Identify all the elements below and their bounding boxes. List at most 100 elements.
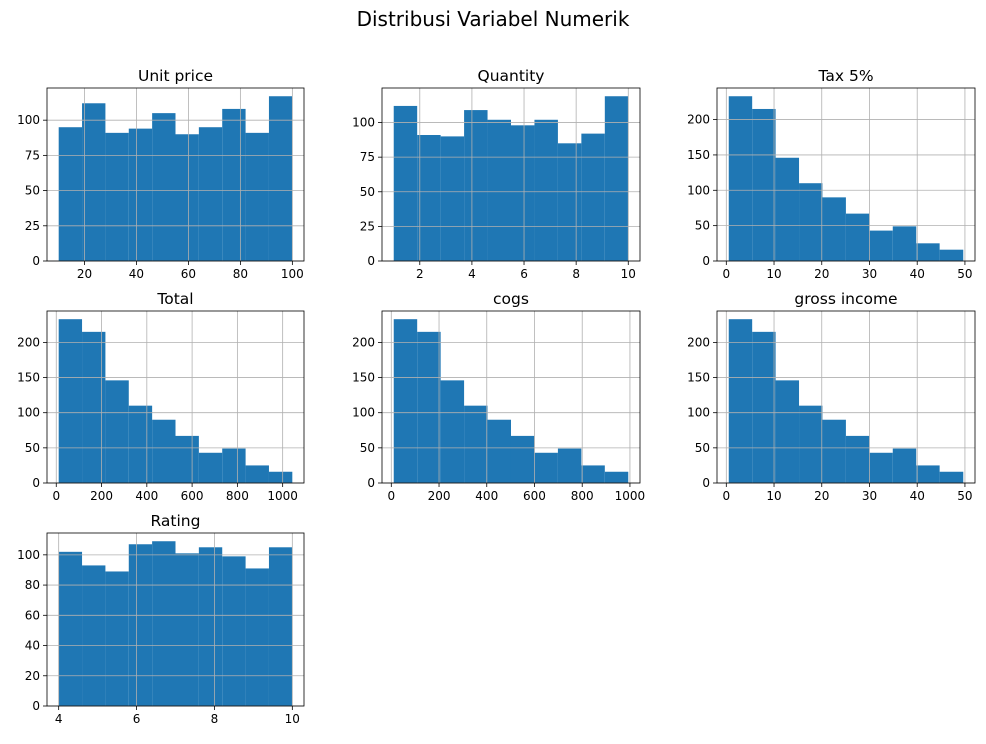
histogram-bar [534, 119, 558, 261]
x-tick-label: 2 [416, 267, 424, 281]
y-tick-label: 50 [25, 441, 40, 455]
y-tick-label: 100 [352, 406, 375, 420]
y-tick-label: 0 [32, 254, 40, 268]
histogram-bar [58, 127, 83, 261]
x-tick-label: 40 [910, 267, 925, 281]
y-tick-label: 60 [25, 608, 40, 622]
y-tick-label: 25 [360, 219, 375, 233]
y-tick-label: 100 [17, 548, 40, 562]
histogram-bar [152, 113, 176, 261]
y-tick-label: 200 [17, 335, 40, 349]
y-tick-label: 50 [360, 185, 375, 199]
histogram-bar [82, 331, 106, 483]
y-tick-label: 50 [360, 441, 375, 455]
x-tick-label: 10 [766, 489, 781, 503]
x-tick-label: 0 [722, 489, 730, 503]
x-tick-label: 100 [281, 267, 304, 281]
y-tick-label: 25 [25, 219, 40, 233]
histogram-bar [869, 230, 893, 261]
histogram-bar [534, 452, 558, 483]
histogram-bar [845, 213, 870, 261]
histogram-bar [939, 471, 964, 483]
subplot-title: Tax 5% [817, 67, 873, 85]
y-tick-label: 80 [25, 578, 40, 592]
histogram-bar [268, 96, 293, 261]
axes-frame [381, 87, 641, 262]
histogram-bar [175, 134, 199, 261]
y-tick-label: 40 [25, 639, 40, 653]
subplot-title: Unit price [138, 67, 213, 85]
x-tick-label: 200 [90, 489, 113, 503]
x-tick-label: 6 [133, 712, 141, 726]
y-tick-label: 150 [17, 371, 40, 385]
histogram-bar [245, 465, 269, 483]
y-tick-label: 75 [360, 150, 375, 164]
x-tick-label: 60 [181, 267, 196, 281]
y-tick-label: 150 [352, 371, 375, 385]
subplot-title: Rating [151, 512, 201, 530]
histogram-bar [58, 551, 83, 706]
subplot-title: gross income [794, 290, 897, 308]
y-tick-label: 20 [25, 669, 40, 683]
histogram-bar [775, 157, 800, 261]
x-tick-label: 30 [862, 489, 877, 503]
y-tick-label: 50 [695, 219, 710, 233]
x-tick-label: 400 [475, 489, 498, 503]
histogram-bar [152, 541, 176, 706]
histogram-bar [175, 435, 199, 483]
histogram-bar [845, 435, 870, 483]
y-tick-label: 200 [687, 335, 710, 349]
histogram-bar [268, 547, 293, 706]
x-tick-label: 4 [55, 712, 63, 726]
histogram-bar [581, 133, 605, 261]
y-tick-label: 150 [687, 148, 710, 162]
histogram-total: 0 200 400 600 800 1000 0 50 100 150 200 Total [17, 290, 305, 503]
histogram-bar [728, 319, 753, 483]
histogram-bar [440, 380, 465, 483]
axes-frame [716, 310, 976, 484]
x-tick-label: 800 [226, 489, 249, 503]
subplot-title: Total [156, 290, 193, 308]
axes-frame [716, 87, 976, 262]
x-tick-label: 50 [957, 489, 972, 503]
subplot-title: cogs [493, 290, 529, 308]
y-tick-label: 100 [352, 116, 375, 130]
histogram-bar [487, 119, 511, 261]
x-tick-label: 10 [766, 267, 781, 281]
x-tick-label: 80 [233, 267, 248, 281]
histogram-bar [892, 226, 917, 261]
x-tick-label: 40 [129, 267, 144, 281]
histogram-bar [105, 132, 129, 261]
y-tick-label: 50 [695, 441, 710, 455]
histogram-bar [58, 319, 83, 483]
histogram-bar [82, 565, 106, 706]
histogram-bar [604, 96, 629, 261]
histogram-bar [440, 136, 465, 261]
histogram-bar [799, 405, 823, 483]
histogram-bar [464, 405, 488, 483]
histogram-bar [916, 243, 940, 261]
histogram-bar [245, 132, 269, 261]
y-tick-label: 0 [367, 254, 375, 268]
x-tick-label: 30 [862, 267, 877, 281]
histogram-gross-income: 0 10 20 30 40 50 0 50 100 150 200 gross income [687, 290, 976, 503]
y-tick-label: 75 [25, 148, 40, 162]
histogram-tax-5: 0 10 20 30 40 50 0 50 100 150 200 Tax 5% [687, 67, 976, 281]
histogram-bar [152, 419, 176, 483]
axes-frame [381, 310, 641, 484]
histogram-bar [728, 96, 753, 261]
x-tick-label: 10 [621, 267, 636, 281]
x-tick-label: 50 [957, 267, 972, 281]
x-tick-label: 400 [135, 489, 158, 503]
histogram-bar [128, 544, 153, 706]
histogram-bar [222, 108, 246, 262]
histogram-bar [487, 419, 511, 483]
histogram-bar [511, 125, 535, 262]
x-tick-label: 10 [285, 712, 300, 726]
histogram-bar [128, 128, 153, 261]
histogram-bar [869, 452, 893, 483]
